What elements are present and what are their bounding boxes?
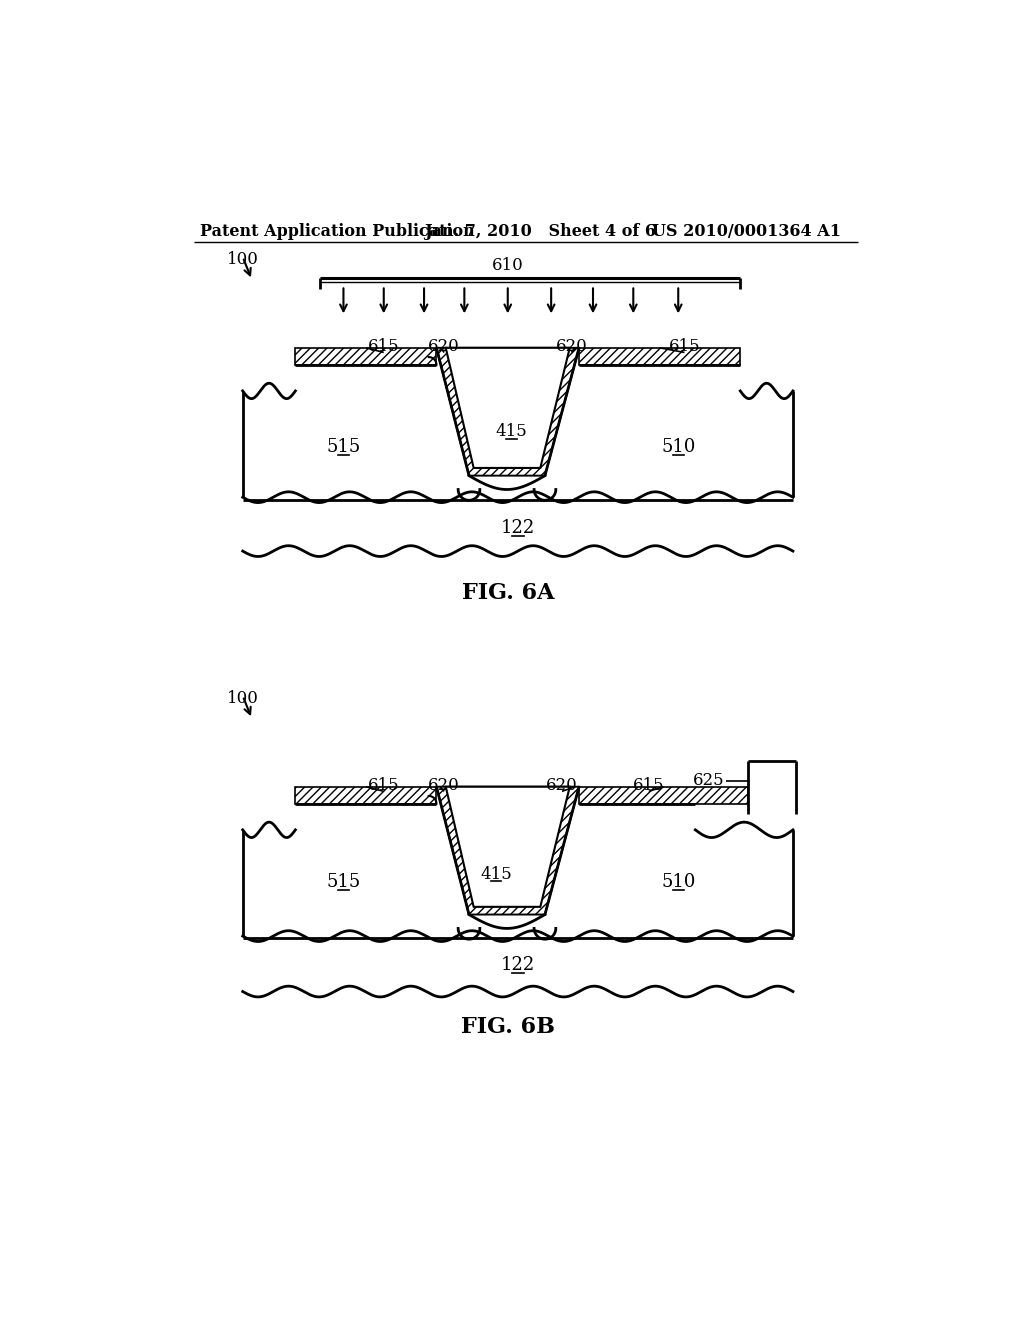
Text: FIG. 6A: FIG. 6A — [462, 582, 554, 605]
Text: 510: 510 — [662, 438, 695, 457]
Text: 620: 620 — [428, 338, 460, 355]
Text: Jan. 7, 2010   Sheet 4 of 6: Jan. 7, 2010 Sheet 4 of 6 — [424, 223, 656, 240]
Text: 415: 415 — [480, 866, 512, 883]
Text: US 2010/0001364 A1: US 2010/0001364 A1 — [652, 223, 841, 240]
Text: 615: 615 — [368, 338, 399, 355]
Bar — [579, 787, 748, 804]
Text: 100: 100 — [227, 689, 259, 706]
Text: FIG. 6B: FIG. 6B — [461, 1016, 555, 1038]
Text: Patent Application Publication: Patent Application Publication — [200, 223, 475, 240]
Text: 510: 510 — [662, 874, 695, 891]
Text: 625: 625 — [693, 772, 725, 789]
Polygon shape — [436, 787, 579, 915]
Text: 122: 122 — [501, 957, 535, 974]
Text: 100: 100 — [227, 251, 259, 268]
Text: 620: 620 — [428, 776, 460, 793]
Text: 615: 615 — [669, 338, 700, 355]
Bar — [579, 348, 740, 364]
Text: 615: 615 — [368, 776, 399, 793]
Text: 515: 515 — [327, 438, 360, 457]
Polygon shape — [445, 348, 569, 469]
Polygon shape — [445, 787, 569, 907]
Text: 615: 615 — [633, 776, 665, 793]
Text: 620: 620 — [546, 776, 578, 793]
Bar — [295, 787, 436, 804]
Text: 515: 515 — [327, 874, 360, 891]
Text: 122: 122 — [501, 519, 535, 537]
Text: 610: 610 — [492, 257, 523, 275]
Text: 620: 620 — [555, 338, 587, 355]
Polygon shape — [436, 348, 579, 475]
Bar — [295, 348, 436, 364]
Text: 415: 415 — [496, 424, 527, 441]
